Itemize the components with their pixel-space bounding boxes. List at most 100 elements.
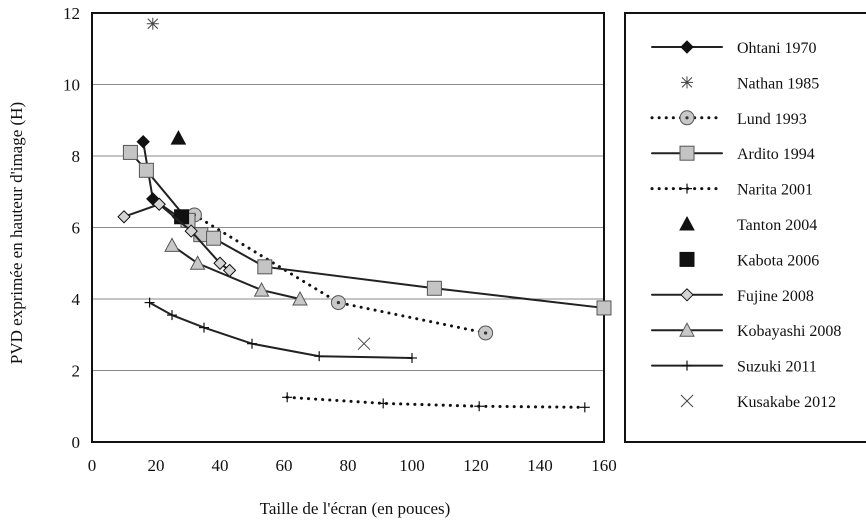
legend-marker — [680, 288, 694, 302]
data-point-narita-2001 — [282, 392, 293, 403]
y-tick-label: 2 — [72, 362, 81, 381]
data-point-nathan-1985 — [146, 17, 159, 30]
legend-label: Kabota 2006 — [737, 252, 819, 269]
x-tick-label: 100 — [399, 456, 425, 475]
data-point-suzuki-2011 — [167, 310, 177, 321]
legend-entry-kabota-2006: Kabota 2006 — [679, 251, 819, 269]
legend-label: Tanton 2004 — [737, 217, 817, 234]
plot-frame — [91, 12, 605, 443]
legend-entry-nathan-1985: Nathan 1985 — [681, 75, 819, 92]
series-line-kobayashi-2008 — [171, 244, 301, 300]
data-point-suzuki-2011 — [247, 338, 257, 349]
series-kobayashi-2008 — [164, 237, 308, 306]
data-point-suzuki-2011 — [199, 322, 209, 333]
legend-marker — [682, 183, 692, 194]
legend-label: Fujine 2008 — [737, 288, 814, 305]
data-point-narita-2001 — [474, 401, 485, 412]
data-point-fujine-2008 — [152, 197, 166, 211]
data-point-narita-2001 — [579, 402, 590, 413]
x-tick-label: 40 — [212, 456, 229, 475]
series-line-suzuki-2011 — [148, 301, 413, 359]
x-tick-label: 60 — [276, 456, 293, 475]
x-tick-label: 160 — [591, 456, 617, 475]
data-point-kobayashi-2008 — [253, 282, 270, 297]
legend-entry-suzuki-2011: Suzuki 2011 — [651, 359, 817, 376]
y-tick-label: 6 — [72, 219, 81, 238]
x-tick-label: 0 — [88, 456, 97, 475]
y-axis-label: PVD exprimée en hauteur d'image (H) — [7, 102, 26, 364]
data-point-suzuki-2011 — [144, 297, 155, 308]
data-point-ardito-1994 — [122, 144, 138, 160]
series-narita-2001 — [282, 392, 590, 413]
legend-entry-kobayashi-2008: Kobayashi 2008 — [651, 322, 841, 340]
series-kusakabe-2012 — [357, 337, 371, 351]
x-tick-label: 20 — [148, 456, 165, 475]
data-point-lund-1993 — [330, 295, 346, 311]
series-nathan-1985 — [146, 17, 159, 30]
legend-entry-tanton-2004: Tanton 2004 — [679, 215, 817, 234]
data-point-tanton-2004 — [170, 130, 187, 145]
legend-label: Lund 1993 — [737, 111, 807, 128]
legend-label: Nathan 1985 — [737, 75, 819, 92]
series-kabota-2006 — [174, 209, 190, 225]
legend-marker — [680, 394, 694, 408]
x-tick-label: 80 — [340, 456, 357, 475]
data-point-narita-2001 — [378, 398, 389, 409]
series-line-lund-1993 — [192, 213, 488, 335]
data-point-fujine-2008 — [184, 224, 198, 238]
data-point-ardito-1994 — [426, 280, 442, 296]
legend-marker — [681, 76, 693, 89]
grid-lines — [92, 84, 604, 371]
legend-label: Ardito 1994 — [737, 146, 815, 163]
legend: Ohtani 1970 Nathan 1985 Lund 1993 Ardito 19… — [650, 40, 841, 411]
data-point-fujine-2008 — [213, 256, 227, 270]
data-point-kusakabe-2012 — [357, 337, 371, 351]
data-point-suzuki-2011 — [407, 352, 417, 363]
legend-box — [624, 12, 866, 443]
series-suzuki-2011 — [144, 297, 417, 363]
legend-entry-ohtani-1970: Ohtani 1970 — [651, 40, 817, 57]
legend-label: Kusakabe 2012 — [737, 394, 836, 411]
legend-marker — [679, 145, 695, 161]
y-tick-label: 0 — [72, 433, 81, 452]
data-point-ardito-1994 — [596, 300, 612, 316]
legend-label: Kobayashi 2008 — [737, 323, 841, 340]
legend-marker — [680, 40, 694, 54]
data-point-kobayashi-2008 — [189, 255, 206, 270]
legend-label: Ohtani 1970 — [737, 40, 817, 57]
y-tick-label: 8 — [72, 147, 81, 166]
data-point-kobayashi-2008 — [292, 290, 308, 306]
legend-label: Suzuki 2011 — [737, 359, 817, 376]
legend-marker — [679, 110, 695, 126]
x-tick-label: 140 — [527, 456, 553, 475]
data-point-suzuki-2011 — [314, 351, 325, 362]
series-line-narita-2001 — [285, 395, 587, 409]
series-fujine-2008 — [117, 197, 237, 278]
legend-entry-narita-2001: Narita 2001 — [650, 182, 813, 199]
data-point-lund-1993 — [478, 325, 494, 341]
data-point-ardito-1994 — [257, 259, 273, 275]
legend-entry-lund-1993: Lund 1993 — [650, 110, 807, 128]
y-tick-label: 10 — [63, 76, 80, 95]
x-axis-label: Taille de l'écran (en pouces) — [260, 499, 451, 518]
legend-marker — [679, 322, 695, 337]
y-tick-label: 4 — [72, 290, 81, 309]
legend-marker — [679, 215, 695, 231]
y-tick-label: 12 — [63, 4, 80, 23]
x-tick-label: 120 — [463, 456, 489, 475]
data-point-ardito-1994 — [138, 162, 154, 178]
legend-entry-fujine-2008: Fujine 2008 — [651, 288, 814, 305]
legend-label: Narita 2001 — [737, 182, 813, 199]
legend-marker — [679, 251, 695, 267]
legend-entry-ardito-1994: Ardito 1994 — [651, 145, 815, 163]
data-point-fujine-2008 — [117, 210, 131, 224]
legend-marker — [682, 360, 692, 371]
data-point-kobayashi-2008 — [164, 237, 180, 252]
data-point-kabota-2006 — [174, 209, 190, 225]
legend-entry-kusakabe-2012: Kusakabe 2012 — [680, 394, 836, 411]
data-point-ohtani-1970 — [136, 134, 150, 149]
series-layer — [117, 17, 612, 413]
data-point-ardito-1994 — [206, 230, 222, 246]
